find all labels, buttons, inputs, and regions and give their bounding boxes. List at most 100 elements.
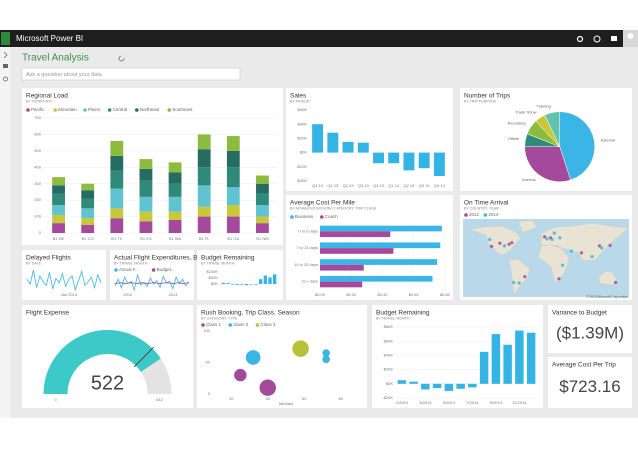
map-point <box>557 277 561 281</box>
tile-title: Actual Flight Expenditures, Bu... <box>114 255 207 262</box>
y-tick-label: 700 <box>34 115 41 120</box>
pie-slice <box>544 111 561 147</box>
bar-segment <box>197 167 211 186</box>
bar-segment <box>81 224 95 233</box>
nav-expand[interactable] <box>3 51 8 59</box>
legend-label: Class 1 <box>206 322 222 327</box>
bubble <box>234 368 247 382</box>
tile-title: Average Cost Per Trip <box>552 362 616 369</box>
legend-marker <box>167 108 171 112</box>
tile-subtitle: BY DATE <box>26 261 42 265</box>
legend-marker <box>228 323 232 327</box>
bar <box>388 152 400 164</box>
bar <box>432 383 442 389</box>
y-tick-label: $60K <box>384 338 394 343</box>
y-tick-label: $0K <box>300 150 307 155</box>
bar-segment <box>256 175 269 184</box>
x-tick-label: B1 KS <box>140 236 152 241</box>
tile <box>110 250 194 300</box>
x-tick-label: $0.40 <box>377 292 388 297</box>
x-tick-label: 60 <box>302 396 307 401</box>
legend-marker <box>464 213 468 217</box>
bar <box>263 275 268 284</box>
y-tick-label: -$20K <box>296 164 307 169</box>
tile-title: On Time Arrival <box>464 200 509 207</box>
bar <box>312 124 324 153</box>
bar <box>433 152 445 177</box>
bar-segment <box>110 188 124 209</box>
tile-subtitle: BY TRAVEL MONTH <box>201 261 235 265</box>
refresh-icon[interactable] <box>118 55 125 62</box>
map-point <box>597 244 602 248</box>
legend-label: Business <box>295 214 314 219</box>
bar-segment <box>81 183 95 191</box>
gauge-min-label: 0 <box>54 397 57 402</box>
y-tick-label: 50 <box>206 360 211 365</box>
feedback-icon[interactable] <box>611 36 617 41</box>
y-tick-label: 0 <box>208 391 211 396</box>
x-tick-label: 40 <box>266 396 271 401</box>
y-tick-label: 300 <box>34 181 41 186</box>
x-tick-label: 1/2014 <box>396 400 409 405</box>
tile-subtitle: BY COUNTRY, YEAR <box>464 206 499 210</box>
bar <box>418 152 430 169</box>
bar-segment <box>226 216 240 233</box>
tile <box>197 305 367 408</box>
x-tick-label: 9/2014 <box>490 400 503 405</box>
map-land <box>541 223 630 261</box>
bar-segment <box>139 180 153 197</box>
x-tick-label: B1 CO <box>82 236 94 241</box>
map-land <box>598 271 617 286</box>
bubble <box>292 340 309 357</box>
tile <box>548 357 632 408</box>
qa-box[interactable] <box>21 67 241 81</box>
map-point <box>558 236 562 240</box>
bar <box>244 284 249 286</box>
tile-title: Delayed Flights <box>26 255 72 262</box>
bar-segment <box>52 223 65 233</box>
tile <box>286 88 453 191</box>
legend-label: Class 3 <box>260 322 276 327</box>
slice-label: Recruiting <box>508 121 526 126</box>
bar <box>254 284 258 285</box>
x-tick-label: 20 <box>229 396 234 401</box>
x-tick-label: $0.60 <box>409 292 420 297</box>
bar <box>373 152 384 164</box>
bar-segment <box>226 205 240 217</box>
bar-segment <box>139 196 153 212</box>
bar-segment <box>226 167 240 187</box>
app-icon[interactable] <box>1 32 10 45</box>
tile <box>197 250 283 300</box>
tile-title: Budget Remaining <box>376 310 430 317</box>
bar-segment <box>110 170 124 189</box>
bar <box>444 383 454 391</box>
tile-title: Sales <box>290 93 307 100</box>
y-tick-label: 100 <box>34 214 41 219</box>
map-point <box>608 243 612 247</box>
bar-segment <box>256 216 269 224</box>
tile <box>372 305 543 408</box>
x-tick-label: 80 <box>339 396 344 401</box>
y-tick-label: 0 <box>39 230 42 235</box>
x-tick-label: $0.00 <box>315 292 326 297</box>
line <box>114 282 190 284</box>
bar <box>491 334 501 384</box>
map-land <box>518 219 538 233</box>
bar <box>320 248 394 254</box>
nav-search[interactable] <box>3 76 8 82</box>
map-attribution: © 2014 Microsoft Corporation <box>586 295 628 299</box>
tile-subtitle: BY TRAVEL MONTH <box>114 261 148 265</box>
legend-label: Mountain <box>58 107 77 112</box>
settings-icon[interactable] <box>576 35 584 43</box>
legend-label: Coach <box>325 214 339 219</box>
bar <box>456 383 465 389</box>
x-tick-label: Q1 13 <box>327 183 339 188</box>
gauge-value-label: 522 <box>91 372 124 394</box>
bar-segment <box>197 206 211 217</box>
bar <box>240 284 244 285</box>
nav-pin[interactable] <box>3 64 8 68</box>
help-icon[interactable] <box>593 35 601 43</box>
bar <box>320 231 391 238</box>
qa-placeholder: Ask a question about your data <box>26 72 103 78</box>
x-tick-label: Q3 13 <box>358 183 370 188</box>
